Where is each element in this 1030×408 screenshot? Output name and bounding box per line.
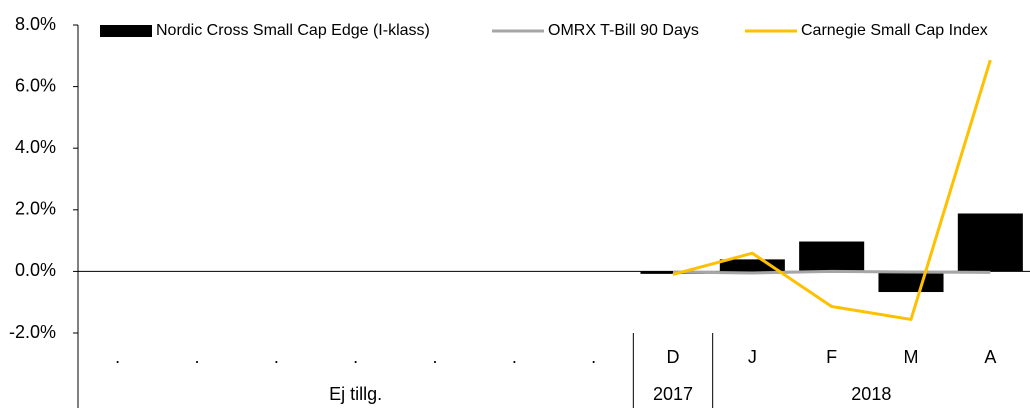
group-label: 2018 [851,384,891,404]
y-tick-label: 8.0% [15,14,56,34]
y-tick-label: 2.0% [15,199,56,219]
bar [799,241,865,272]
x-tick-label: J [748,347,757,367]
x-tick-label: M [904,347,919,367]
bar [878,271,944,293]
x-tick-label: . [274,347,279,367]
legend-label: OMRX T-Bill 90 Days [548,22,699,39]
legend-swatch [100,25,152,37]
x-tick-label: A [984,347,996,367]
x-tick-label: D [667,347,680,367]
group-label: 2017 [653,384,693,404]
x-tick-label: F [826,347,837,367]
y-tick-label: 6.0% [15,75,56,95]
line [672,269,991,275]
x-tick-label: . [353,347,358,367]
y-tick-label: -2.0% [9,322,56,342]
y-tick-label: 0.0% [15,260,56,280]
x-tick-label: . [512,347,517,367]
y-tick-label: 4.0% [15,137,56,157]
x-tick-label: . [194,347,199,367]
x-tick-label: . [432,347,437,367]
line [672,59,992,321]
bar [957,213,1023,272]
x-tick-label: . [591,347,596,367]
legend-label: Nordic Cross Small Cap Edge (I-klass) [156,22,430,39]
x-tick-label: . [115,347,120,367]
group-label: Ej tillg. [329,384,382,404]
legend-label: Carnegie Small Cap Index [801,22,988,39]
